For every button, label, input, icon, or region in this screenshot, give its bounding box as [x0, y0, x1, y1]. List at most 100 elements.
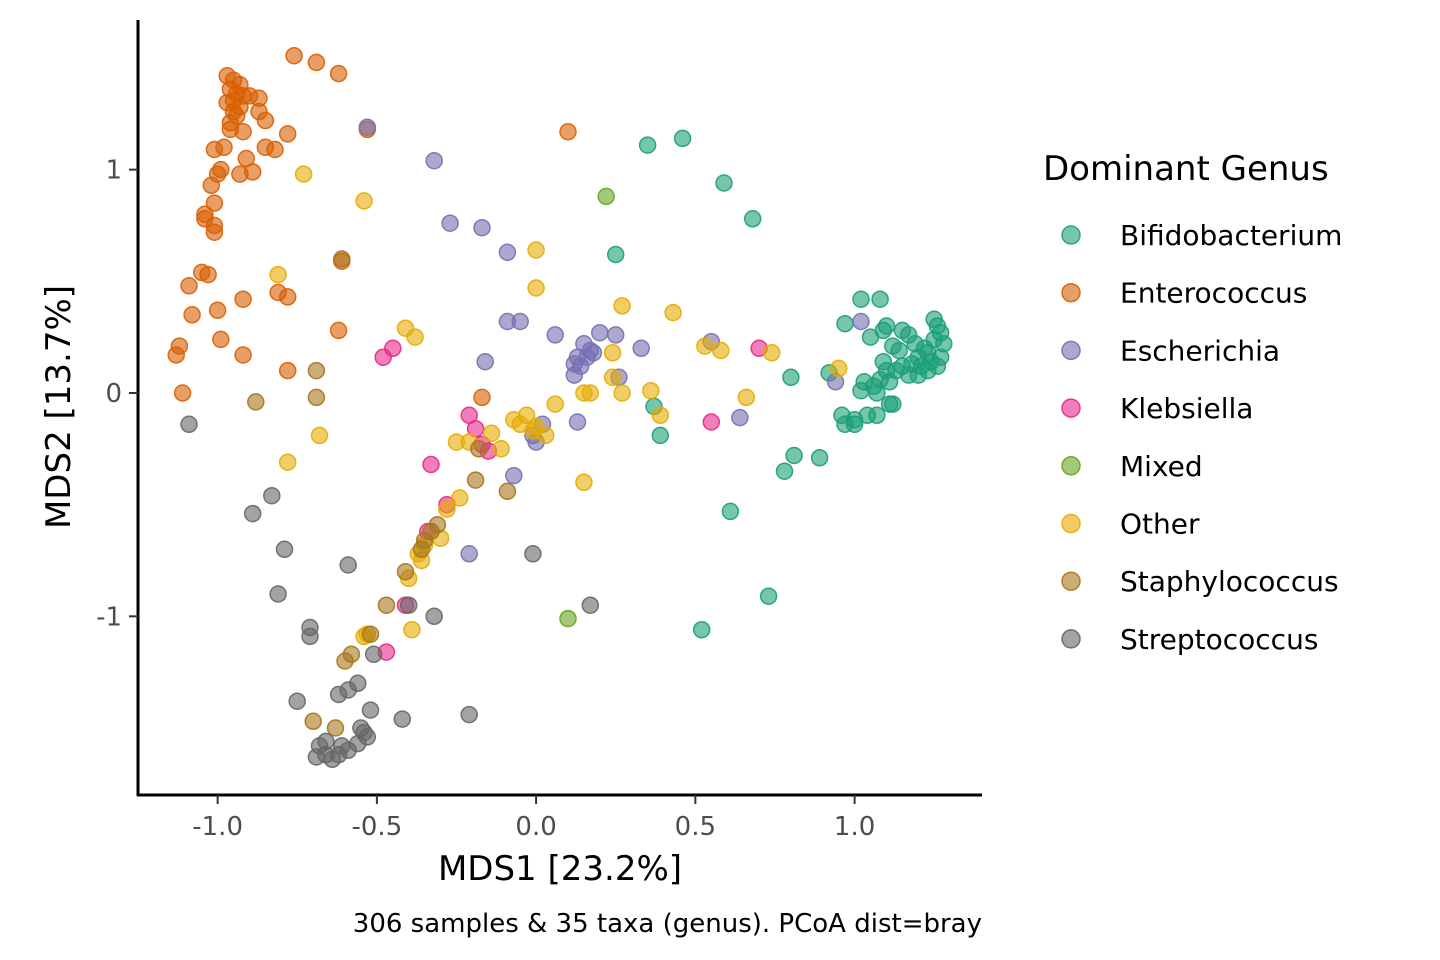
legend-key-klebsiella	[1061, 398, 1081, 418]
point-staphylococcus-0	[333, 250, 351, 268]
legend-label-bifidobacterium: Bifidobacterium	[1120, 219, 1342, 252]
chart-caption: 306 samples & 35 taxa (genus). PCoA dist…	[353, 909, 982, 939]
point-bifidobacterium-41	[868, 384, 886, 402]
y-tick-label: -1	[96, 602, 122, 632]
x-tick-label: 1.0	[834, 812, 875, 842]
point-streptococcus-15	[361, 701, 380, 719]
point-staphylococcus-1	[307, 361, 326, 380]
point-streptococcus-4	[269, 585, 287, 603]
legend-key-other	[1061, 513, 1081, 534]
point-other-34	[575, 473, 593, 492]
point-escherichia-7	[546, 326, 564, 344]
point-escherichia-30	[852, 312, 870, 331]
point-other-29	[696, 337, 714, 355]
point-escherichia-6	[511, 312, 529, 331]
legend: Dominant Genus Bifidobacterium Enterococc…	[1043, 149, 1342, 656]
point-other-13	[517, 406, 536, 425]
point-staphylococcus-11	[396, 562, 415, 581]
point-escherichia-17	[565, 366, 584, 384]
point-escherichia-9	[606, 326, 625, 344]
point-streptococcus-16	[393, 710, 412, 728]
point-other-23	[603, 368, 622, 387]
point-bifidobacterium-57	[721, 502, 740, 521]
point-other-22	[603, 344, 622, 362]
point-other-20	[613, 297, 631, 315]
point-other-35	[450, 489, 469, 507]
point-enterococcus-40	[199, 265, 217, 284]
point-enterococcus-1	[307, 53, 326, 72]
point-other-33	[829, 359, 848, 378]
point-bifidobacterium-2	[715, 174, 733, 192]
point-enterococcus-43	[278, 288, 297, 306]
point-enterococcus-23	[256, 138, 275, 157]
point-escherichia-21	[476, 352, 494, 371]
point-other-9	[482, 424, 501, 442]
point-other-6	[278, 453, 297, 471]
point-other-30	[712, 341, 730, 360]
point-bifidobacterium-51	[782, 368, 800, 387]
point-bifidobacterium-55	[775, 462, 794, 480]
legend-title: Dominant Genus	[1043, 149, 1329, 189]
point-enterococcus-33	[202, 176, 221, 195]
point-enterococcus-55	[473, 388, 491, 407]
point-escherichia-28	[731, 408, 749, 427]
point-bifidobacterium-56	[810, 449, 829, 467]
legend-key-streptococcus	[1061, 629, 1081, 649]
point-streptococcus-27	[317, 732, 335, 751]
point-streptococcus-3	[275, 540, 294, 559]
point-streptococcus-8	[399, 596, 418, 614]
point-other-36	[438, 500, 456, 518]
point-enterococcus-45	[208, 301, 227, 320]
point-other-19	[527, 279, 545, 297]
point-streptococcus-5	[339, 556, 357, 574]
point-other-32	[737, 388, 756, 407]
point-staphylococcus-17	[326, 719, 345, 737]
point-other-25	[581, 384, 600, 402]
point-mixed-1	[559, 609, 577, 628]
point-enterococcus-17	[256, 111, 275, 130]
point-bifidobacterium-54	[785, 446, 803, 465]
point-bifidobacterium-43	[880, 395, 899, 413]
point-other-17	[546, 395, 564, 413]
point-escherichia-27	[505, 466, 523, 485]
point-enterococcus-41	[180, 277, 198, 295]
point-staphylococcus-16	[304, 712, 322, 731]
point-bifidobacterium-59	[692, 620, 711, 639]
point-streptococcus-10	[364, 645, 383, 664]
point-escherichia-8	[591, 323, 609, 342]
legend-label-staphylococcus: Staphylococcus	[1120, 565, 1339, 598]
point-staphylococcus-13	[361, 625, 380, 643]
x-tick-label: 0.0	[515, 812, 556, 842]
point-enterococcus-46	[183, 306, 201, 324]
x-axis-title: MDS1 [23.2%]	[438, 849, 682, 889]
point-escherichia-22	[460, 545, 478, 563]
point-enterococcus-44	[234, 290, 252, 308]
point-bifidobacterium-0	[638, 136, 657, 154]
point-streptococcus-17	[460, 705, 478, 724]
legend-key-staphylococcus	[1061, 571, 1081, 591]
point-bifidobacterium-37	[877, 361, 896, 380]
legend-key-mixed	[1061, 456, 1081, 476]
point-streptococcus-29	[333, 737, 351, 755]
point-enterococcus-52	[278, 361, 297, 380]
legend-label-streptococcus: Streptococcus	[1120, 623, 1318, 656]
point-other-0	[294, 165, 313, 183]
point-other-26	[613, 384, 631, 402]
point-bifidobacterium-5	[852, 290, 870, 308]
legend-key-enterococcus	[1061, 282, 1081, 303]
point-staphylococcus-15	[336, 652, 354, 670]
legend-label-mixed: Mixed	[1120, 450, 1203, 483]
plot-points	[167, 46, 953, 769]
point-other-4	[406, 328, 424, 346]
point-enterococcus-2	[329, 64, 348, 83]
point-escherichia-1	[425, 151, 443, 170]
point-enterococcus-25	[559, 122, 577, 141]
x-axis-ticks: -1.0 -0.5 0.0 0.5 1.0	[192, 795, 875, 842]
point-bifidobacterium-58	[759, 587, 778, 605]
point-klebsiella-2	[422, 455, 440, 474]
point-other-18	[527, 241, 545, 259]
point-bifidobacterium-1	[673, 129, 692, 148]
point-staphylococcus-6	[498, 482, 517, 501]
point-staphylococcus-12	[377, 596, 396, 614]
